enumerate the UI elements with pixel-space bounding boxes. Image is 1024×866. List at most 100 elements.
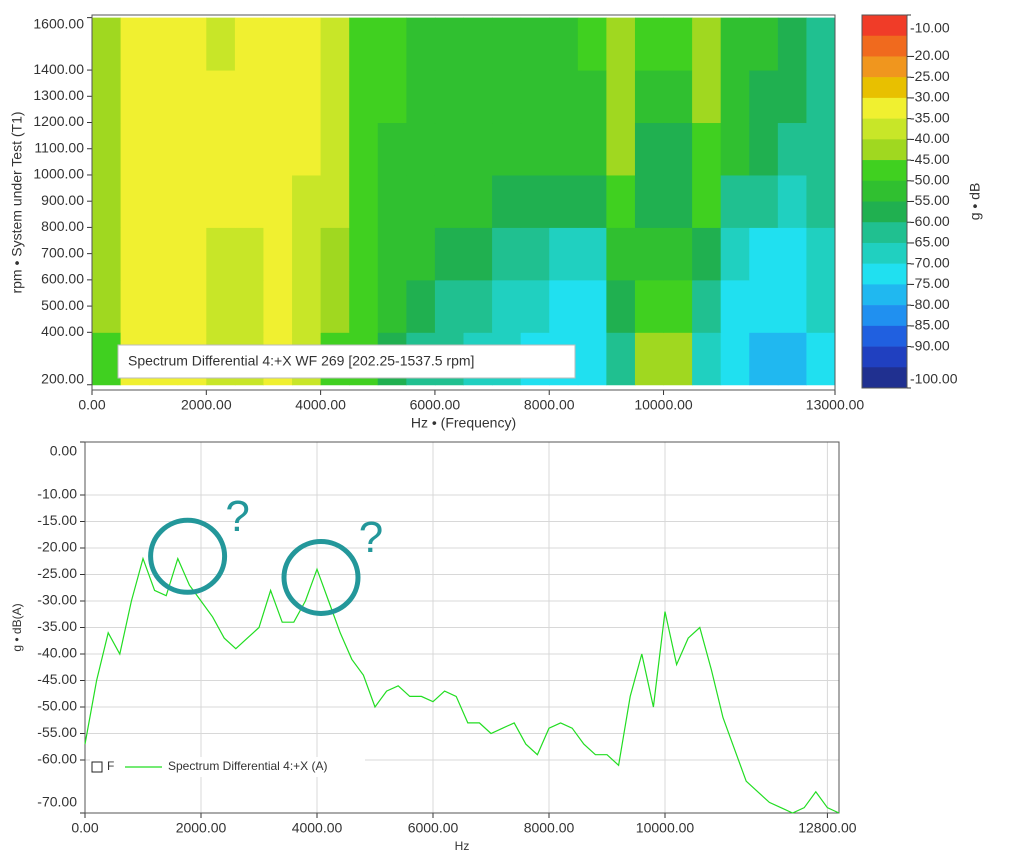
heat-cell: [349, 122, 379, 176]
heat-cell: [634, 279, 665, 333]
x-tick-label: 6000.00: [408, 820, 459, 836]
heat-cell: [149, 174, 179, 228]
heat-cell: [749, 70, 779, 124]
heat-cell: [206, 70, 236, 124]
heat-cell: [292, 70, 322, 124]
heat-cell: [520, 17, 550, 71]
heat-cell: [634, 70, 665, 124]
heat-cell: [806, 332, 836, 386]
annotation-text: ?: [225, 492, 249, 541]
heat-cell: [120, 227, 150, 281]
heat-cell: [234, 279, 264, 333]
heat-cell: [492, 174, 522, 228]
heat-cell: [406, 279, 436, 333]
annotation-circle: [148, 517, 228, 595]
heat-cell: [206, 227, 236, 281]
heat-cell: [577, 70, 607, 124]
y-tick-label: 1000.00: [33, 166, 84, 182]
colorbar-band: [862, 284, 907, 306]
heat-cell: [120, 279, 150, 333]
heat-cell: [320, 122, 350, 176]
heat-cell: [149, 227, 179, 281]
x-tick-label: 6000.00: [410, 397, 461, 413]
annotation-text: ?: [359, 513, 383, 562]
y-tick-label: 0.00: [50, 443, 77, 459]
heat-cell: [406, 227, 436, 281]
y-tick-label: 1600.00: [33, 16, 84, 32]
colorbar-band: [862, 56, 907, 78]
heat-cell: [720, 70, 750, 124]
colorbar-band: [862, 35, 907, 57]
heat-cell: [320, 279, 350, 333]
heat-cell: [406, 70, 436, 124]
heat-cell: [720, 227, 750, 281]
colorbar-tick-label: -40.00: [910, 130, 950, 146]
heat-cell: [634, 227, 665, 281]
colorbar-tick-label: -30.00: [910, 89, 950, 105]
heat-cell: [663, 70, 693, 124]
heat-cell: [463, 227, 493, 281]
heat-cell: [749, 122, 779, 176]
heat-cell: [320, 227, 350, 281]
heat-cell: [634, 332, 665, 386]
series-line: [84, 556, 840, 814]
heat-cell: [492, 17, 522, 71]
heat-cell: [92, 279, 122, 333]
heat-cell: [720, 17, 750, 71]
heat-cell: [292, 17, 322, 71]
x-tick-label: 2000.00: [176, 820, 227, 836]
x-tick-label: 13000.00: [806, 397, 865, 413]
heat-cell: [777, 17, 807, 71]
heat-cell: [606, 122, 636, 176]
plot-frame: [91, 14, 836, 391]
heat-cell: [663, 227, 693, 281]
chart-label: Spectrum Differential 4:+X WF 269 [202.2…: [128, 353, 474, 369]
heat-cell: [692, 332, 722, 386]
y-tick-label: -70.00: [37, 794, 77, 810]
y-tick-label: 500.00: [41, 297, 84, 313]
heat-cell: [263, 279, 293, 333]
legend-toggle-box[interactable]: [91, 761, 103, 773]
heat-cell: [720, 332, 750, 386]
x-tick-label: 0.00: [71, 820, 98, 836]
colorbar-label: g • dB: [967, 183, 983, 221]
heat-cell: [434, 70, 464, 124]
heat-cell: [777, 279, 807, 333]
heat-cell: [634, 17, 665, 71]
x-tick-label: 8000.00: [524, 820, 575, 836]
y-tick-label: 200.00: [41, 371, 84, 387]
colorbar-band: [862, 160, 907, 182]
plot-frame: [84, 441, 840, 814]
y-tick-label: 800.00: [41, 218, 84, 234]
heat-cell: [492, 227, 522, 281]
y-tick-label: 1400.00: [33, 61, 84, 77]
colorbar-band: [862, 201, 907, 223]
heat-cell: [149, 279, 179, 333]
heat-cell: [749, 332, 779, 386]
y-tick-label: -45.00: [37, 671, 77, 687]
legend-toggle-label: F: [107, 759, 114, 773]
heat-cell: [577, 17, 607, 71]
heat-cell: [263, 122, 293, 176]
heat-cell: [692, 174, 722, 228]
y-axis-label: rpm • System under Test (T1): [9, 111, 25, 293]
heat-cell: [720, 279, 750, 333]
y-tick-label: -10.00: [37, 486, 77, 502]
heat-cell: [320, 174, 350, 228]
heat-cell: [777, 70, 807, 124]
y-tick-label: 1100.00: [34, 139, 84, 155]
heat-cell: [692, 279, 722, 333]
heat-cell: [463, 174, 493, 228]
x-tick-label: 12800.00: [798, 820, 857, 836]
heat-cell: [292, 279, 322, 333]
heat-cell: [463, 17, 493, 71]
heat-cell: [606, 227, 636, 281]
y-axis-label: g • dB(A): [10, 603, 24, 651]
heat-cell: [377, 70, 407, 124]
heat-cell: [806, 70, 836, 124]
heat-cell: [149, 122, 179, 176]
heat-cell: [720, 174, 750, 228]
heat-cell: [720, 122, 750, 176]
heat-cell: [234, 174, 264, 228]
heat-cell: [692, 17, 722, 71]
